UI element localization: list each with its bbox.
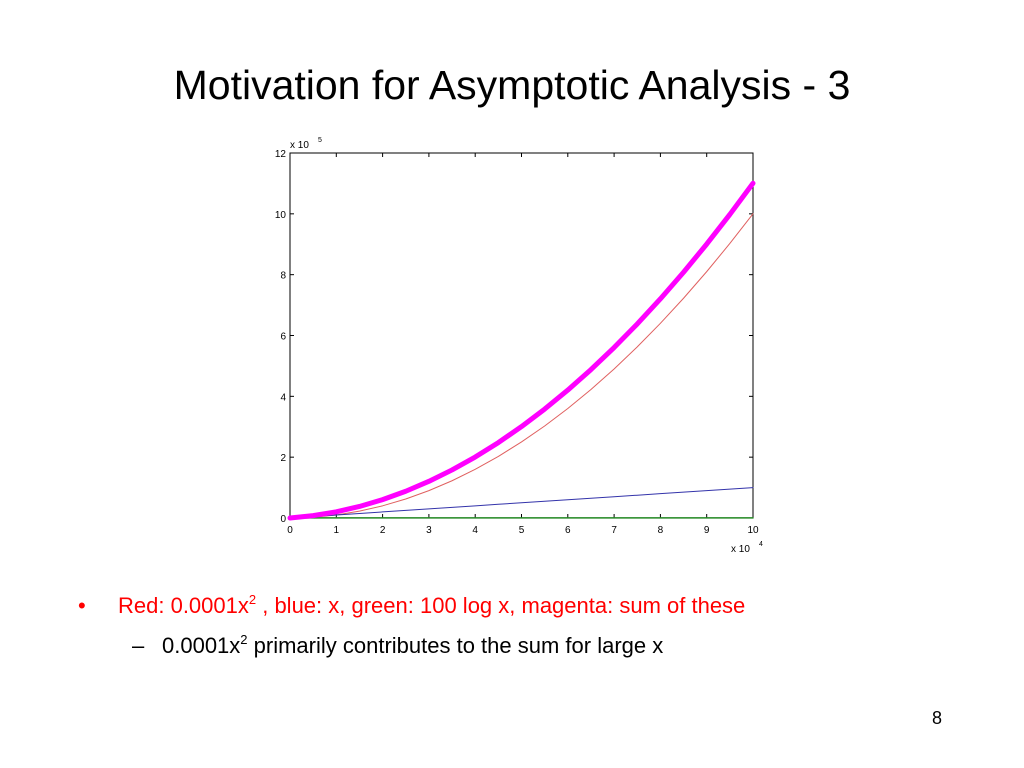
x-tick-label: 3 (426, 525, 432, 536)
sub-bullet-text-start: 0.0001x (162, 633, 241, 658)
bullet-text-end: , blue: x, green: 100 log x, magenta: su… (256, 593, 746, 618)
slide-title: Motivation for Asymptotic Analysis - 3 (173, 62, 851, 108)
x-tick-label: 7 (611, 525, 617, 536)
sub-bullet-superscript: 2 (240, 632, 248, 647)
series-magenta-line (287, 180, 756, 521)
bullet-item: • Red: 0.0001x2 , blue: x, green: 100 lo… (78, 590, 978, 622)
x-tick-label: 1 (334, 525, 340, 536)
x-scale-exponent: 4 (759, 541, 763, 548)
bullet-text-start: Red: 0.0001x (118, 593, 249, 618)
bullet-superscript: 2 (248, 592, 257, 607)
y-tick-label: 6 (280, 332, 286, 343)
x-tick-label: 10 (747, 525, 759, 536)
x-tick-label: 8 (658, 525, 664, 536)
y-scale-exponent: 5 (318, 137, 322, 144)
x-tick-label: 2 (380, 525, 386, 536)
bullet-list: • Red: 0.0001x2 , blue: x, green: 100 lo… (78, 590, 978, 662)
x-tick-label: 9 (704, 525, 710, 536)
x-tick-label: 4 (472, 525, 478, 536)
x-scale-label: x 10 (731, 544, 750, 555)
series-red-line (289, 213, 754, 519)
plot-frame (289, 152, 754, 519)
x-tick-label: 0 (287, 525, 293, 536)
y-tick-label: 4 (280, 392, 286, 403)
sub-bullet-item: – 0.0001x2 primarily contributes to the … (78, 630, 978, 662)
page-number: 8 (931, 708, 942, 728)
bullet-marker: • (78, 593, 86, 618)
x-tick-label: 5 (519, 525, 525, 536)
plot-container: 0 1 2 3 4 5 6 7 8 9 10 0 2 4 6 8 10 12 x 10 5 x 10 4 (270, 133, 770, 563)
sub-bullet-text: 0.0001x2 primarily contributes to the su… (162, 630, 663, 662)
y-tick-label: 2 (280, 453, 286, 464)
y-tick-label: 8 (280, 271, 286, 282)
y-scale-label: x 10 (290, 140, 309, 151)
y-tick-label: 12 (275, 149, 287, 160)
x-tick-label: 6 (565, 525, 571, 536)
y-tick-label: 0 (280, 514, 286, 525)
y-tick-label: 10 (275, 210, 287, 221)
series-blue-line (289, 487, 754, 519)
bullet-text: Red: 0.0001x2 , blue: x, green: 100 log … (118, 590, 745, 622)
sub-bullet-marker: – (132, 633, 145, 658)
sub-bullet-text-end: primarily contributes to the sum for lar… (247, 633, 664, 658)
